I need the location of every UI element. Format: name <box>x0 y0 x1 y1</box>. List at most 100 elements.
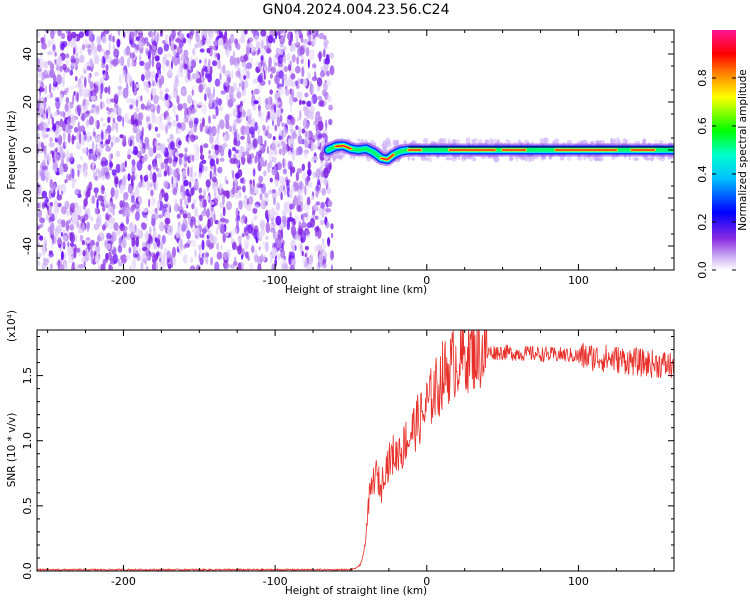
noise-speckle <box>300 58 304 65</box>
noise-speckle <box>269 109 275 120</box>
noise-speckle <box>128 221 134 233</box>
noise-speckle <box>269 160 273 169</box>
noise-speckle <box>97 195 104 201</box>
noise-speckle <box>176 213 181 219</box>
noise-speckle <box>77 205 82 216</box>
noise-speckle <box>105 146 112 152</box>
noise-speckle <box>113 48 120 58</box>
noise-speckle <box>315 189 319 198</box>
noise-speckle <box>128 135 131 146</box>
noise-speckle <box>42 245 46 256</box>
ridge-haze <box>566 155 572 161</box>
noise-speckle <box>270 66 276 74</box>
noise-speckle <box>288 189 294 197</box>
noise-speckle <box>193 117 199 125</box>
noise-speckle <box>236 43 241 50</box>
noise-speckle <box>93 71 100 77</box>
ridge-haze <box>395 139 399 145</box>
noise-speckle <box>140 174 143 180</box>
noise-speckle <box>169 164 172 175</box>
noise-speckle <box>145 230 149 241</box>
noise-speckle <box>49 137 53 143</box>
noise-speckle <box>123 191 129 201</box>
noise-speckle <box>277 252 281 261</box>
noise-speckle <box>156 173 163 178</box>
noise-speckle <box>143 250 150 261</box>
noise-speckle <box>164 217 171 225</box>
noise-speckle <box>168 65 172 76</box>
noise-speckle <box>183 37 186 44</box>
noise-speckle <box>132 150 138 155</box>
noise-speckle <box>187 193 192 203</box>
noise-speckle <box>107 116 111 124</box>
noise-speckle <box>298 30 301 36</box>
noise-speckle <box>187 136 190 144</box>
noise-speckle <box>292 147 295 155</box>
ridge-haze <box>448 138 451 145</box>
noise-speckle <box>217 186 220 192</box>
noise-speckle <box>52 161 58 172</box>
noise-speckle <box>202 65 207 71</box>
noise-speckle <box>130 98 136 105</box>
noise-speckle <box>257 96 262 107</box>
noise-speckle <box>282 126 288 138</box>
noise-speckle <box>311 76 318 82</box>
noise-speckle <box>42 128 47 137</box>
noise-speckle <box>209 170 212 181</box>
noise-speckle <box>136 150 142 158</box>
noise-speckle <box>230 158 236 165</box>
noise-speckle <box>234 38 238 45</box>
noise-speckle <box>127 185 134 194</box>
noise-speckle <box>96 44 102 52</box>
noise-speckle <box>169 37 172 47</box>
noise-speckle <box>287 63 290 71</box>
noise-speckle <box>164 181 170 189</box>
noise-speckle <box>39 86 42 96</box>
noise-speckle <box>141 251 144 262</box>
noise-speckle <box>117 30 121 36</box>
noise-speckle <box>218 106 224 112</box>
noise-speckle <box>86 221 90 233</box>
noise-speckle <box>205 179 211 188</box>
noise-speckle <box>143 81 149 91</box>
noise-speckle <box>89 81 94 90</box>
noise-speckle <box>114 176 119 185</box>
noise-speckle <box>321 179 326 185</box>
ridge-haze <box>515 156 519 162</box>
noise-speckle <box>236 219 239 230</box>
noise-speckle <box>327 200 333 208</box>
noise-speckle <box>257 125 260 136</box>
noise-speckle <box>101 130 104 141</box>
noise-speckle <box>283 188 287 196</box>
noise-speckle <box>306 263 313 270</box>
noise-speckle <box>322 238 325 244</box>
noise-speckle <box>48 142 55 148</box>
noise-speckle <box>47 51 53 56</box>
noise-speckle <box>64 141 67 147</box>
noise-speckle <box>307 161 311 171</box>
noise-speckle <box>123 112 129 123</box>
noise-speckle <box>127 173 131 182</box>
colorbar-tick-label: 0.8 <box>696 69 709 87</box>
noise-speckle <box>95 119 98 129</box>
noise-speckle <box>281 122 285 127</box>
noise-speckle <box>132 123 137 134</box>
noise-speckle <box>49 188 54 194</box>
noise-speckle <box>232 146 236 152</box>
noise-speckle <box>140 148 145 153</box>
noise-speckle <box>320 66 327 72</box>
noise-speckle <box>324 40 328 50</box>
colorbar: 0.0 0.2 0.4 0.6 0.8 Normalized spectral ampl… <box>696 30 749 279</box>
noise-speckle <box>252 179 255 188</box>
noise-speckle <box>70 31 77 39</box>
noise-speckle <box>137 112 144 121</box>
noise-speckle <box>284 88 290 96</box>
noise-speckle <box>304 245 309 251</box>
noise-speckle <box>277 55 284 64</box>
noise-speckle <box>183 49 189 57</box>
noise-speckle <box>239 177 244 184</box>
noise-speckle <box>48 207 53 218</box>
ridge-haze <box>544 137 550 144</box>
noise-speckle <box>150 210 154 215</box>
noise-speckle <box>93 132 97 139</box>
